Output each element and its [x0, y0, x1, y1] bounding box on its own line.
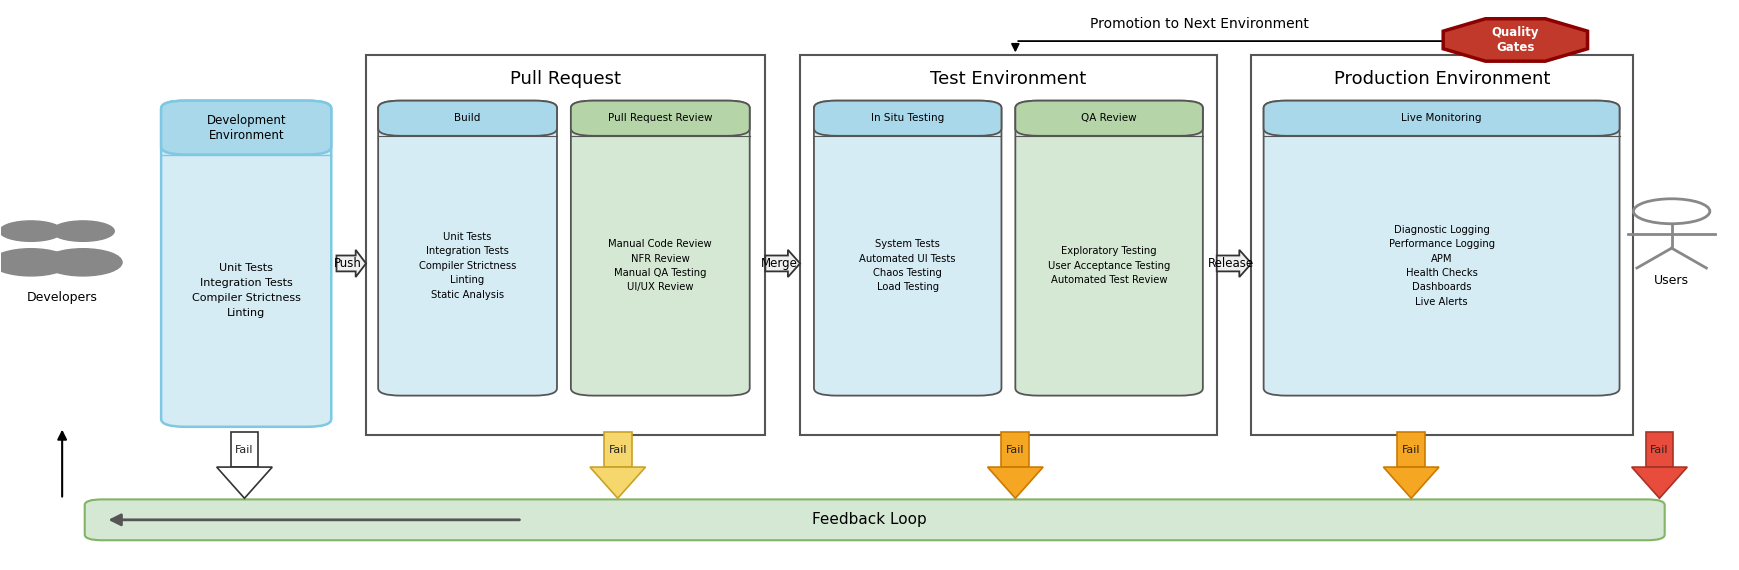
- Text: Quality
Gates: Quality Gates: [1492, 26, 1539, 54]
- Bar: [231, 433, 259, 467]
- Bar: [365, 55, 765, 435]
- Text: Release: Release: [1207, 257, 1254, 270]
- Text: Diagnostic Logging
Performance Logging
APM
Health Checks
Dashboards
Live Alerts: Diagnostic Logging Performance Logging A…: [1388, 225, 1494, 307]
- FancyBboxPatch shape: [162, 101, 330, 427]
- Polygon shape: [217, 467, 273, 498]
- Text: Development
Environment: Development Environment: [207, 113, 285, 141]
- Text: Production Environment: Production Environment: [1334, 70, 1551, 88]
- Text: Fail: Fail: [1007, 445, 1024, 455]
- Text: QA Review: QA Review: [1082, 113, 1137, 123]
- Text: Developers: Developers: [26, 291, 97, 304]
- Text: Build: Build: [454, 113, 480, 123]
- Text: Promotion to Next Environment: Promotion to Next Environment: [1090, 17, 1309, 31]
- FancyBboxPatch shape: [814, 101, 1002, 136]
- Polygon shape: [336, 250, 365, 277]
- Polygon shape: [1384, 467, 1438, 498]
- FancyBboxPatch shape: [1016, 101, 1203, 396]
- Text: Pull Request: Pull Request: [510, 70, 621, 88]
- Text: Pull Request Review: Pull Request Review: [609, 113, 713, 123]
- Text: Fail: Fail: [1402, 445, 1421, 455]
- Text: Fail: Fail: [235, 445, 254, 455]
- Polygon shape: [1217, 250, 1252, 277]
- Bar: [603, 433, 631, 467]
- Text: Exploratory Testing
User Acceptance Testing
Automated Test Review: Exploratory Testing User Acceptance Test…: [1049, 246, 1170, 285]
- Text: Test Environment: Test Environment: [930, 70, 1087, 88]
- FancyBboxPatch shape: [377, 101, 556, 396]
- Polygon shape: [1631, 467, 1687, 498]
- Text: Users: Users: [1654, 274, 1689, 287]
- Text: Unit Tests
Integration Tests
Compiler Strictness
Linting: Unit Tests Integration Tests Compiler St…: [191, 263, 301, 318]
- Text: Push: Push: [334, 257, 362, 270]
- FancyBboxPatch shape: [85, 499, 1664, 540]
- FancyBboxPatch shape: [1264, 101, 1619, 136]
- Text: Live Monitoring: Live Monitoring: [1402, 113, 1482, 123]
- FancyBboxPatch shape: [570, 101, 750, 136]
- FancyBboxPatch shape: [162, 101, 330, 154]
- Circle shape: [52, 221, 115, 241]
- Ellipse shape: [43, 249, 122, 276]
- Polygon shape: [1443, 19, 1588, 61]
- Text: System Tests
Automated UI Tests
Chaos Testing
Load Testing: System Tests Automated UI Tests Chaos Te…: [859, 239, 956, 292]
- FancyBboxPatch shape: [1264, 101, 1619, 396]
- Bar: [1002, 433, 1029, 467]
- Circle shape: [0, 221, 63, 241]
- Bar: [1252, 55, 1633, 435]
- Text: Unit Tests
Integration Tests
Compiler Strictness
Linting
Static Analysis: Unit Tests Integration Tests Compiler St…: [419, 232, 516, 299]
- FancyBboxPatch shape: [814, 101, 1002, 396]
- Text: In Situ Testing: In Situ Testing: [871, 113, 944, 123]
- Ellipse shape: [0, 249, 70, 276]
- FancyBboxPatch shape: [377, 101, 556, 136]
- Bar: [800, 55, 1217, 435]
- Polygon shape: [765, 250, 800, 277]
- Text: Merge: Merge: [760, 257, 798, 270]
- FancyBboxPatch shape: [1016, 101, 1203, 136]
- Text: Fail: Fail: [1650, 445, 1669, 455]
- Polygon shape: [590, 467, 645, 498]
- Bar: [1398, 433, 1424, 467]
- Bar: [1645, 433, 1673, 467]
- FancyBboxPatch shape: [570, 101, 750, 396]
- Text: Feedback Loop: Feedback Loop: [812, 512, 927, 527]
- Text: Fail: Fail: [609, 445, 628, 455]
- Text: Manual Code Review
NFR Review
Manual QA Testing
UI/UX Review: Manual Code Review NFR Review Manual QA …: [609, 239, 711, 292]
- Polygon shape: [988, 467, 1043, 498]
